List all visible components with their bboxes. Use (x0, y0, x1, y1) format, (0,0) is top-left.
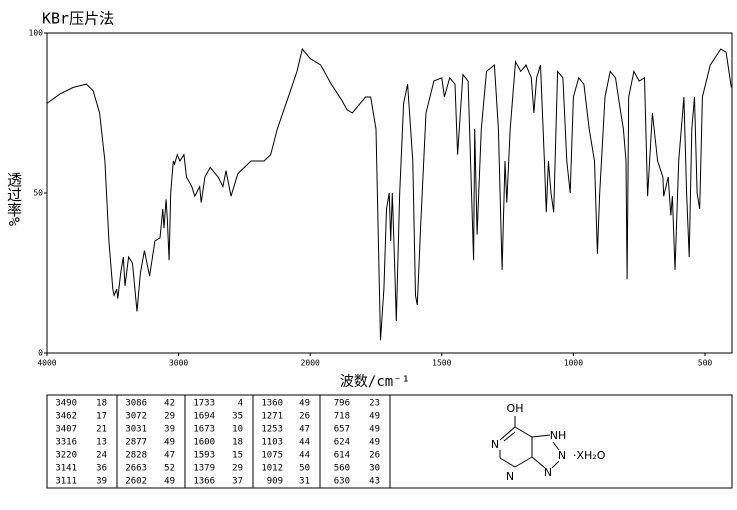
peak-wavenumber: 2877 (125, 438, 147, 448)
peak-wavenumber: 3220 (55, 451, 77, 461)
peak-transmittance: 21 (96, 425, 107, 435)
peak-wavenumber: 560 (334, 464, 350, 474)
peak-transmittance: 35 (232, 412, 243, 422)
peak-wavenumber: 1075 (261, 451, 283, 461)
peak-transmittance: 31 (299, 477, 310, 487)
peak-wavenumber: 3407 (55, 425, 77, 435)
peak-wavenumber: 1593 (193, 451, 215, 461)
peak-transmittance: 47 (164, 451, 175, 461)
peak-wavenumber: 1271 (261, 412, 283, 422)
peak-wavenumber: 718 (334, 412, 350, 422)
peak-wavenumber: 3316 (55, 438, 77, 448)
peak-wavenumber: 1366 (193, 477, 215, 487)
peak-wavenumber: 614 (334, 451, 350, 461)
peak-transmittance: 49 (299, 399, 310, 409)
peak-transmittance: 39 (96, 477, 107, 487)
y-tick-label: 50 (33, 189, 43, 198)
peak-wavenumber: 1012 (261, 464, 283, 474)
peak-transmittance: 24 (96, 451, 107, 461)
peak-transmittance: 29 (232, 464, 243, 474)
peak-transmittance: 13 (96, 438, 107, 448)
atom-label: NH (550, 429, 567, 442)
peak-transmittance: 47 (299, 425, 310, 435)
peak-wavenumber: 1253 (261, 425, 283, 435)
peak-transmittance: 52 (164, 464, 175, 474)
peak-transmittance: 49 (369, 438, 380, 448)
peak-wavenumber: 1103 (261, 438, 283, 448)
peak-wavenumber: 1360 (261, 399, 283, 409)
peak-wavenumber: 3031 (125, 425, 147, 435)
peak-wavenumber: 1694 (193, 412, 215, 422)
peak-transmittance: 23 (369, 399, 380, 409)
peak-wavenumber: 3141 (55, 464, 77, 474)
peak-transmittance: 49 (164, 438, 175, 448)
peak-wavenumber: 2828 (125, 451, 147, 461)
x-tick-label: 2000 (301, 359, 320, 368)
peak-wavenumber: 3462 (55, 412, 77, 422)
peak-transmittance: 26 (299, 412, 310, 422)
atom-label: OH (507, 402, 524, 415)
atom-label: ·XH₂O (573, 449, 606, 462)
peak-wavenumber: 3111 (55, 477, 77, 487)
structure-bonds (499, 416, 560, 469)
chart-title: KBr压片法 (42, 10, 114, 28)
atom-label: N (506, 470, 514, 483)
peak-wavenumber: 657 (334, 425, 350, 435)
peak-transmittance: 42 (164, 399, 175, 409)
peak-wavenumber: 1673 (193, 425, 215, 435)
peak-wavenumber: 630 (334, 477, 350, 487)
peak-transmittance: 10 (232, 425, 243, 435)
peak-transmittance: 49 (369, 412, 380, 422)
y-tick-label: 0 (38, 349, 43, 358)
peak-transmittance: 49 (369, 425, 380, 435)
peak-wavenumber: 1379 (193, 464, 215, 474)
x-tick-label: 500 (698, 359, 713, 368)
peak-wavenumber: 624 (334, 438, 350, 448)
peak-transmittance: 18 (232, 438, 243, 448)
peak-transmittance: 29 (164, 412, 175, 422)
x-tick-label: 1000 (564, 359, 583, 368)
peak-wavenumber: 796 (334, 399, 350, 409)
peak-transmittance: 26 (369, 451, 380, 461)
x-tick-label: 3000 (169, 359, 188, 368)
x-tick-label: 4000 (37, 359, 56, 368)
peak-transmittance: 30 (369, 464, 380, 474)
peak-wavenumber: 2663 (125, 464, 147, 474)
atom-label: N (558, 449, 566, 462)
peak-wavenumber: 909 (267, 477, 283, 487)
atom-label: N (491, 438, 499, 451)
peak-transmittance: 44 (299, 438, 310, 448)
peak-transmittance: 15 (232, 451, 243, 461)
peak-transmittance: 18 (96, 399, 107, 409)
peak-transmittance: 43 (369, 477, 380, 487)
peak-wavenumber: 2602 (125, 477, 147, 487)
peak-transmittance: 36 (96, 464, 107, 474)
y-axis-label: 透过率% (5, 172, 23, 226)
peak-wavenumber: 3490 (55, 399, 77, 409)
peak-wavenumber: 1600 (193, 438, 215, 448)
x-axis-label: 波数/cm⁻¹ (340, 374, 410, 390)
peak-transmittance: 44 (299, 451, 310, 461)
peak-transmittance: 50 (299, 464, 310, 474)
peak-wavenumber: 1733 (193, 399, 215, 409)
atom-label: N (544, 466, 552, 479)
peak-transmittance: 49 (164, 477, 175, 487)
peak-transmittance: 37 (232, 477, 243, 487)
y-tick-label: 100 (29, 29, 44, 38)
peak-transmittance: 4 (238, 399, 243, 409)
peak-wavenumber: 3072 (125, 412, 147, 422)
spectrum-line (46, 47, 732, 341)
peak-transmittance: 39 (164, 425, 175, 435)
peak-transmittance: 17 (96, 412, 107, 422)
x-tick-label: 1500 (432, 359, 451, 368)
peak-wavenumber: 3086 (125, 399, 147, 409)
